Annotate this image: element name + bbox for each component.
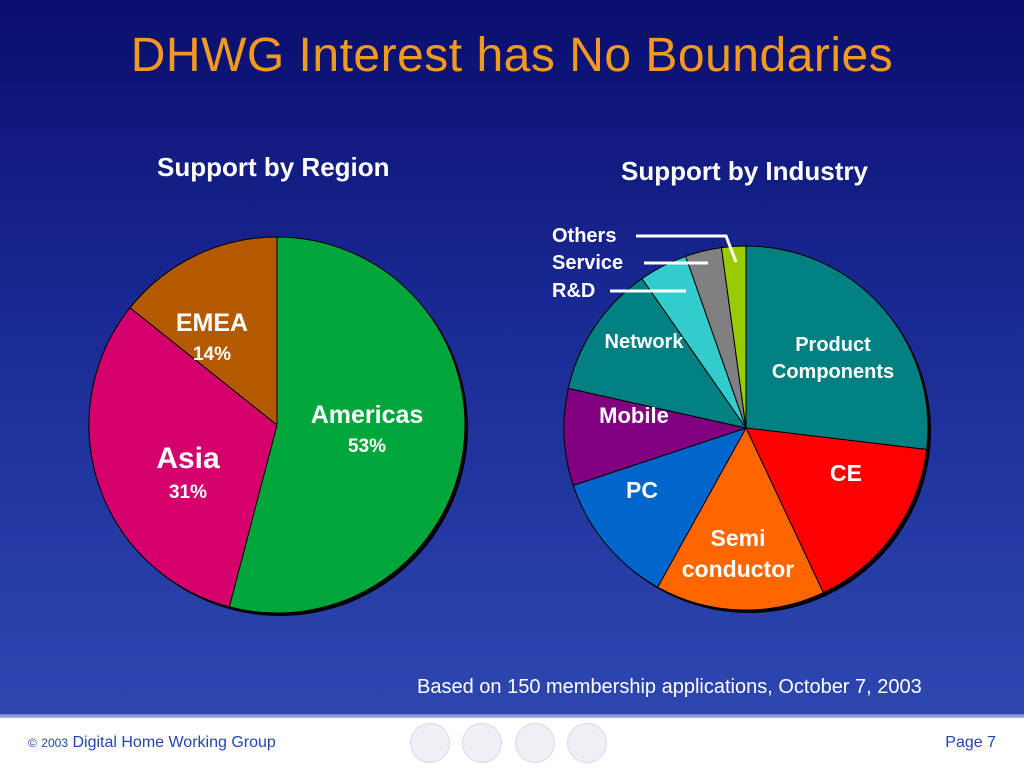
industry-chart-title: Support by Industry xyxy=(621,156,868,186)
industry-slice-3 xyxy=(572,427,748,588)
label-ce: CE xyxy=(830,460,862,486)
region-pie xyxy=(88,236,468,616)
footer-copyright: © 2003 Digital Home Working Group xyxy=(28,734,276,752)
industry-pie xyxy=(563,245,931,613)
phone-icon xyxy=(462,723,503,763)
label-asia: Asia xyxy=(156,442,220,475)
label-mobile: Mobile xyxy=(599,403,669,428)
label-service: Service xyxy=(552,252,623,274)
region-chart-title: Support by Region xyxy=(157,152,390,182)
page-number: Page 7 xyxy=(945,734,996,751)
label-semiconductor-line2: conductor xyxy=(682,556,794,582)
industry-slice-8 xyxy=(720,245,747,429)
label-pc: PC xyxy=(626,477,658,503)
charts-canvas: Americas 53% Asia 31% EMEA 14% Product Componen… xyxy=(88,225,931,616)
label-americas: Americas xyxy=(311,401,424,429)
label-asia-value: 31% xyxy=(169,482,207,503)
slide-title: DHWG Interest has No Boundaries xyxy=(130,29,894,82)
label-product-components-line2: Components xyxy=(772,361,894,383)
network-icon xyxy=(514,723,555,763)
industry-slice-0 xyxy=(745,245,929,451)
label-emea: EMEA xyxy=(176,309,248,337)
industry-slice-4 xyxy=(563,387,748,487)
source-note: Based on 150 membership applications, Oc… xyxy=(417,676,922,698)
region-slice-2 xyxy=(129,236,278,427)
footer-divider xyxy=(0,714,1024,720)
region-slice-0 xyxy=(228,236,466,614)
leader-line-others xyxy=(636,234,738,263)
label-product-components-line1: Product xyxy=(795,334,871,356)
footer-org: Digital Home Working Group xyxy=(72,734,276,751)
copyright-year: 2003 xyxy=(41,736,68,750)
label-semiconductor-line1: Semi xyxy=(711,525,766,551)
footer-icon-strip xyxy=(410,723,615,763)
industry-slice-5 xyxy=(567,277,748,429)
copyright-symbol: © xyxy=(28,736,37,750)
label-americas-value: 53% xyxy=(348,436,386,457)
label-others: Others xyxy=(552,225,616,247)
pda-icon xyxy=(410,723,450,763)
industry-slice-1 xyxy=(745,427,928,594)
industry-slice-2 xyxy=(656,426,825,611)
label-rnd: R&D xyxy=(552,280,595,302)
label-network: Network xyxy=(605,331,685,353)
mobile-device-icon xyxy=(567,723,608,763)
chart-labels: Americas 53% Asia 31% EMEA 14% Product Componen… xyxy=(156,225,894,582)
label-emea-value: 14% xyxy=(193,344,231,365)
footer xyxy=(0,718,1024,768)
region-slice-1 xyxy=(88,307,278,608)
